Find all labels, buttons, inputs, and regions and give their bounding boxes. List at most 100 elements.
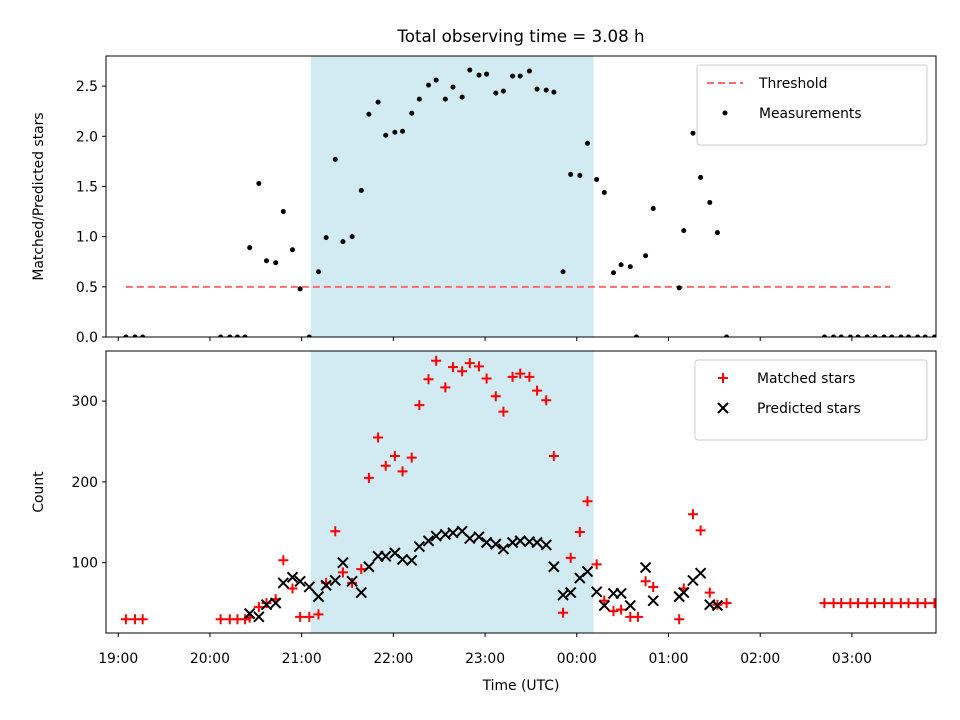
x-tick-label: 19:00 xyxy=(98,651,138,667)
plot-frame xyxy=(105,350,937,634)
data-point xyxy=(422,535,435,547)
data-point xyxy=(442,96,448,102)
series-0 xyxy=(123,67,936,337)
data-point xyxy=(707,200,713,206)
data-point xyxy=(610,270,616,276)
data-point xyxy=(608,606,619,617)
data-point xyxy=(457,366,468,377)
data-point xyxy=(531,536,543,549)
data-point xyxy=(838,334,844,337)
x-tick-label: 01:00 xyxy=(648,651,688,667)
data-point xyxy=(557,589,569,601)
legend-box xyxy=(694,359,928,441)
data-point xyxy=(869,598,880,609)
data-point xyxy=(355,586,367,599)
data-point xyxy=(337,567,348,578)
data-point xyxy=(558,607,569,618)
data-point xyxy=(560,269,566,275)
data-point xyxy=(256,180,262,186)
y-tick-label: 2.0 xyxy=(76,129,98,145)
data-point xyxy=(303,581,316,593)
legend-handle xyxy=(722,110,728,116)
data-point xyxy=(329,574,341,587)
data-point xyxy=(648,581,659,592)
data-point xyxy=(898,334,904,337)
data-point xyxy=(724,334,730,337)
y-tick-label: 200 xyxy=(71,475,98,491)
data-point xyxy=(356,564,367,575)
data-point xyxy=(260,599,273,611)
data-point xyxy=(929,598,936,609)
data-point xyxy=(313,609,324,620)
plot-data xyxy=(123,67,936,337)
data-point xyxy=(548,561,560,573)
data-point xyxy=(358,187,364,193)
data-point xyxy=(690,130,696,136)
data-point xyxy=(582,496,593,507)
data-point xyxy=(430,530,442,542)
data-point xyxy=(889,334,895,337)
plot-data xyxy=(120,355,936,625)
y-tick-label: 0.0 xyxy=(76,330,98,346)
data-point xyxy=(409,110,415,116)
data-point xyxy=(400,128,406,134)
data-point xyxy=(320,579,332,592)
data-point xyxy=(297,286,303,292)
data-point xyxy=(481,373,492,384)
data-point xyxy=(599,595,610,606)
data-point xyxy=(120,614,131,625)
data-point xyxy=(681,228,687,234)
data-point xyxy=(473,361,484,372)
data-point xyxy=(389,451,400,462)
data-point xyxy=(480,536,493,549)
data-point xyxy=(643,253,649,259)
x-tick-label: 03:00 xyxy=(832,651,872,667)
data-point xyxy=(647,594,659,607)
data-point xyxy=(903,598,914,609)
data-point xyxy=(490,391,501,402)
data-point xyxy=(526,68,532,74)
data-point xyxy=(312,590,325,603)
data-point xyxy=(687,509,698,520)
chart-title: Total observing time = 3.08 h xyxy=(396,26,644,46)
data-point xyxy=(640,576,651,587)
data-point xyxy=(618,262,624,268)
x-tick-label: 02:00 xyxy=(740,651,780,667)
data-point xyxy=(493,90,499,96)
data-point xyxy=(123,334,129,337)
data-point xyxy=(821,334,827,337)
observing-window-span xyxy=(310,56,594,337)
y-axis-label: Matched/Predicted stars xyxy=(31,112,47,280)
data-point xyxy=(674,614,685,625)
data-point xyxy=(633,334,639,337)
data-point xyxy=(510,73,516,79)
legend-handle xyxy=(718,373,728,383)
data-point xyxy=(286,571,299,583)
data-point xyxy=(363,561,375,573)
data-point xyxy=(269,597,282,609)
data-point xyxy=(905,334,911,337)
data-point xyxy=(263,258,269,264)
data-point xyxy=(721,598,732,609)
data-point xyxy=(678,586,690,599)
data-point xyxy=(564,586,577,599)
data-point xyxy=(590,586,603,598)
data-point xyxy=(406,554,418,566)
data-point xyxy=(541,395,552,406)
data-point xyxy=(227,334,233,337)
y-axis-label: Count xyxy=(31,471,47,513)
data-point xyxy=(346,575,358,587)
data-point xyxy=(543,87,549,93)
data-point xyxy=(714,230,720,236)
data-point xyxy=(137,614,148,625)
data-point xyxy=(831,334,837,337)
data-point xyxy=(278,555,289,566)
data-point xyxy=(915,334,921,337)
data-point xyxy=(598,599,611,612)
data-point xyxy=(577,172,583,178)
data-point xyxy=(594,176,600,182)
data-point xyxy=(380,550,392,562)
plot-frame xyxy=(105,55,937,338)
data-point xyxy=(476,72,482,78)
data-point xyxy=(584,140,590,146)
